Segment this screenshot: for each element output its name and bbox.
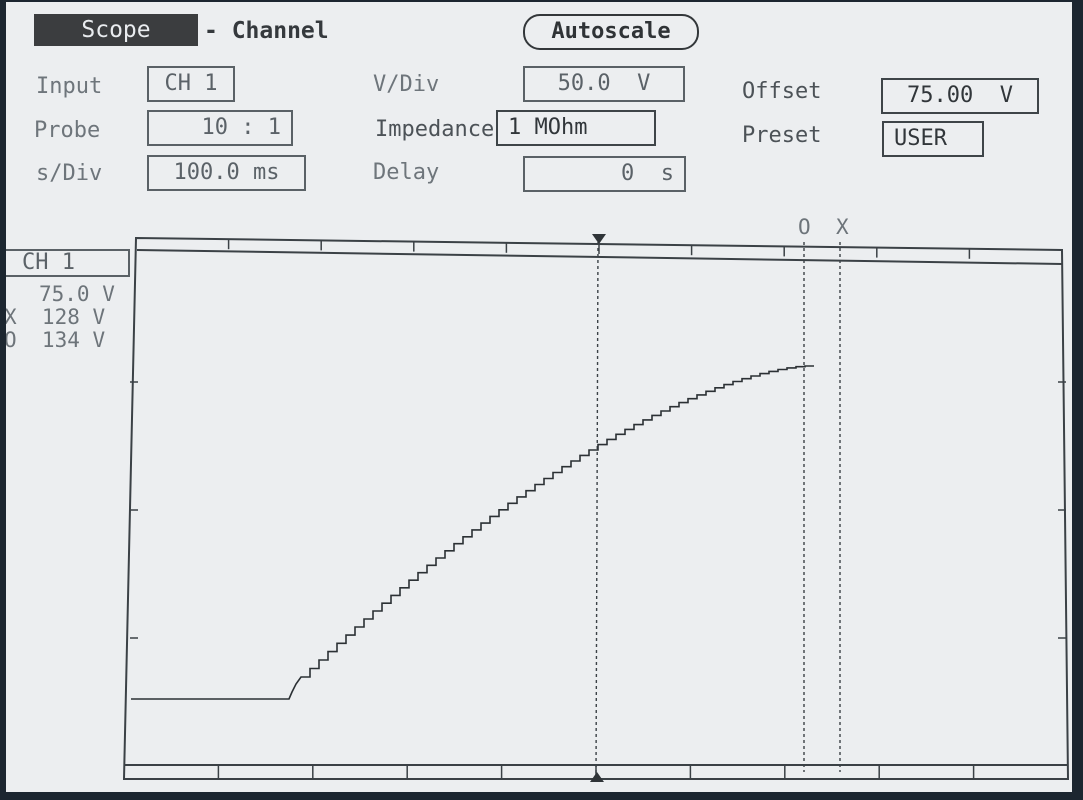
x-marker-label: X xyxy=(836,215,849,239)
vdiv-field[interactable]: 50.0 V xyxy=(523,66,685,102)
delay-label: Delay xyxy=(373,160,440,185)
o-marker-label: O xyxy=(798,215,811,239)
graticule-border xyxy=(122,236,1070,780)
top-ruler xyxy=(136,249,1063,265)
offset-label: Offset xyxy=(742,79,822,104)
impedance-label: Impedance xyxy=(375,117,495,142)
sdiv-field[interactable]: 100.0 ms xyxy=(147,155,306,191)
offset-field[interactable]: 75.00 V xyxy=(881,78,1039,114)
input-label: Input xyxy=(36,74,103,99)
autoscale-button[interactable]: Autoscale xyxy=(523,14,699,50)
trigger-top-icon xyxy=(592,234,606,244)
delay-field[interactable]: 0 s xyxy=(523,156,686,192)
probe-label: Probe xyxy=(34,118,101,143)
oscilloscope-screen: Scope - Channel Autoscale Input CH 1 Pro… xyxy=(6,2,1072,792)
input-field[interactable]: CH 1 xyxy=(147,66,235,102)
waveform-trace xyxy=(131,365,814,700)
sdiv-label: s/Div xyxy=(36,161,103,186)
side-o-marker-value: O 134 V xyxy=(6,328,106,352)
waveform-display xyxy=(122,234,1070,782)
impedance-field[interactable]: 1 MOhm xyxy=(496,110,656,146)
probe-field[interactable]: 10 : 1 xyxy=(147,110,293,146)
trigger-cursor-line xyxy=(595,241,599,779)
mode-title-scope[interactable]: Scope xyxy=(34,14,198,46)
side-offset-value: 75.0 V xyxy=(39,282,115,306)
trigger-bottom-icon xyxy=(590,772,604,782)
preset-field[interactable]: USER xyxy=(882,121,984,157)
preset-label: Preset xyxy=(742,123,822,148)
menu-title-channel: - Channel xyxy=(204,18,329,44)
side-x-marker-value: X 128 V xyxy=(6,305,106,329)
vdiv-label: V/Div xyxy=(373,72,440,97)
side-channel-box[interactable]: CH 1 xyxy=(6,249,130,277)
